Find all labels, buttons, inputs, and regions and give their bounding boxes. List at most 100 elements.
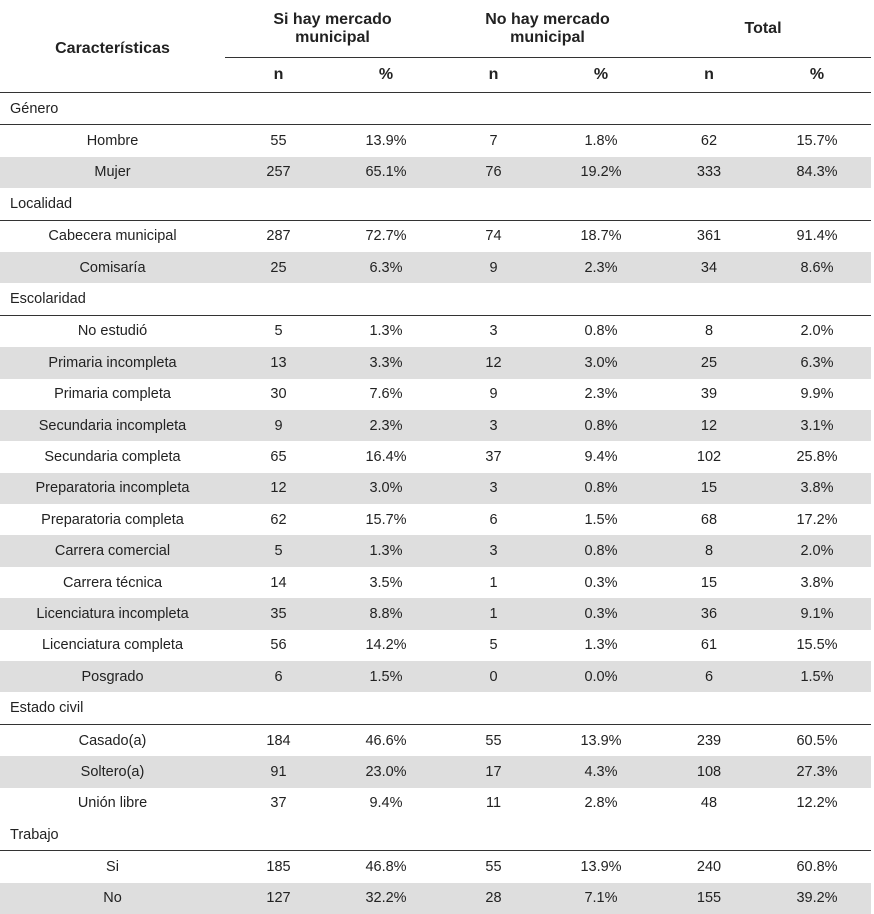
row-label: Posgrado xyxy=(0,661,225,692)
cell: 1 xyxy=(440,567,547,598)
cell: 14 xyxy=(225,567,332,598)
cell: 91 xyxy=(225,756,332,787)
cell: 0 xyxy=(440,661,547,692)
cell: 7.1% xyxy=(547,883,655,914)
cell: 14.2% xyxy=(332,630,440,661)
cell: 2.3% xyxy=(547,252,655,283)
cell: 27.3% xyxy=(763,756,871,787)
cell: 2.0% xyxy=(763,535,871,566)
cell: 1.8% xyxy=(547,125,655,157)
cell: 18.7% xyxy=(547,220,655,252)
group-header-text: Total xyxy=(744,20,781,38)
cell: 7 xyxy=(440,125,547,157)
cell: 3.0% xyxy=(332,473,440,504)
section-title: Escolaridad xyxy=(0,283,871,315)
cell: 68 xyxy=(655,504,763,535)
cell: 6 xyxy=(225,661,332,692)
cell: 287 xyxy=(225,220,332,252)
section-title: Género xyxy=(0,93,871,125)
cell: 1.5% xyxy=(763,661,871,692)
row-label: Preparatoria incompleta xyxy=(0,473,225,504)
cell: 8 xyxy=(655,535,763,566)
cell: 239 xyxy=(655,724,763,756)
cell: 240 xyxy=(655,851,763,883)
row-label: Unión libre xyxy=(0,788,225,819)
cell: 2.8% xyxy=(547,788,655,819)
cell: 3.0% xyxy=(547,347,655,378)
row-label: No xyxy=(0,883,225,914)
cell: 0.8% xyxy=(547,535,655,566)
cell: 37 xyxy=(440,441,547,472)
cell: 15.5% xyxy=(763,630,871,661)
cell: 1.5% xyxy=(332,661,440,692)
row-label: Mujer xyxy=(0,157,225,188)
cell: 3.3% xyxy=(332,347,440,378)
cell: 5 xyxy=(440,630,547,661)
cell: 46.8% xyxy=(332,851,440,883)
group-header: Total xyxy=(655,0,871,58)
cell: 72.7% xyxy=(332,220,440,252)
cell: 9.4% xyxy=(332,788,440,819)
cell: 8.6% xyxy=(763,252,871,283)
cell: 0.8% xyxy=(547,410,655,441)
cell: 13.9% xyxy=(547,851,655,883)
row-label: Primaria incompleta xyxy=(0,347,225,378)
cell: 108 xyxy=(655,756,763,787)
cell: 333 xyxy=(655,157,763,188)
row-label: Preparatoria completa xyxy=(0,504,225,535)
cell: 76 xyxy=(440,157,547,188)
row-label: Comisaría xyxy=(0,252,225,283)
cell: 1.3% xyxy=(332,535,440,566)
characteristics-header: Características xyxy=(0,0,225,93)
cell: 13 xyxy=(225,347,332,378)
row-label: No estudió xyxy=(0,315,225,347)
cell: 0.8% xyxy=(547,315,655,347)
row-label: Licenciatura incompleta xyxy=(0,598,225,629)
cell: 15 xyxy=(655,473,763,504)
cell: 65.1% xyxy=(332,157,440,188)
subheader: % xyxy=(332,58,440,93)
cell: 25.8% xyxy=(763,441,871,472)
cell: 361 xyxy=(655,220,763,252)
cell: 32.2% xyxy=(332,883,440,914)
cell: 0.8% xyxy=(547,473,655,504)
cell: 1.3% xyxy=(547,630,655,661)
cell: 4.3% xyxy=(547,756,655,787)
cell: 39.2% xyxy=(763,883,871,914)
row-label: Si xyxy=(0,851,225,883)
cell: 25 xyxy=(225,252,332,283)
cell: 35 xyxy=(225,598,332,629)
row-label: Casado(a) xyxy=(0,724,225,756)
cell: 9.9% xyxy=(763,379,871,410)
cell: 55 xyxy=(440,724,547,756)
cell: 91.4% xyxy=(763,220,871,252)
cell: 0.3% xyxy=(547,567,655,598)
cell: 3 xyxy=(440,535,547,566)
cell: 74 xyxy=(440,220,547,252)
cell: 60.5% xyxy=(763,724,871,756)
cell: 3 xyxy=(440,315,547,347)
cell: 5 xyxy=(225,535,332,566)
cell: 60.8% xyxy=(763,851,871,883)
group-header: No hay mercado municipal xyxy=(440,0,655,58)
cell: 8 xyxy=(655,315,763,347)
cell: 46.6% xyxy=(332,724,440,756)
cell: 3 xyxy=(440,410,547,441)
section-title: Trabajo xyxy=(0,819,871,851)
section-row: Escolaridad xyxy=(0,283,871,315)
cell: 11 xyxy=(440,788,547,819)
cell: 6.3% xyxy=(332,252,440,283)
